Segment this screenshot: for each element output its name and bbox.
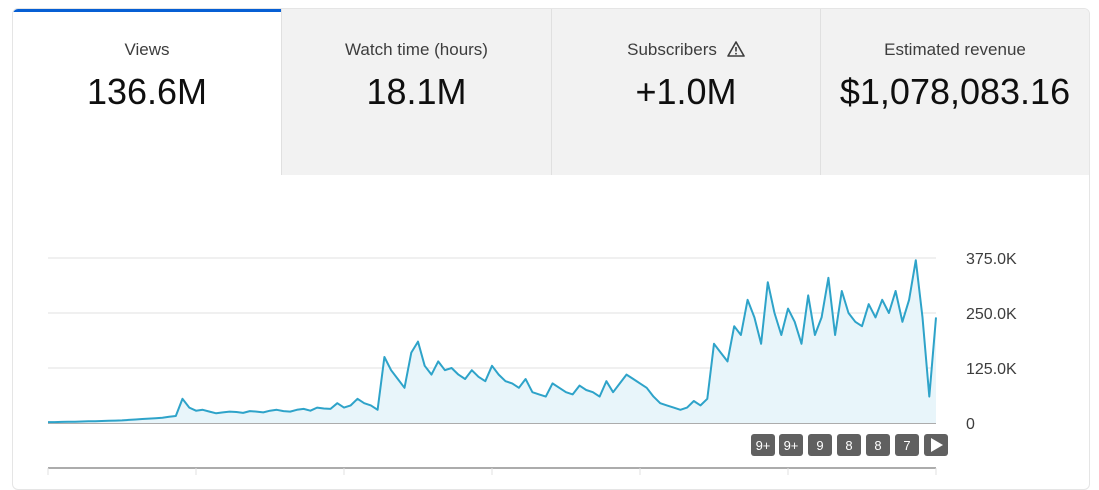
annotation-label: 9+ xyxy=(784,438,799,453)
tab-subscribers[interactable]: Subscribers +1.0M xyxy=(551,9,820,175)
annotation-box xyxy=(808,434,832,456)
tab-label-row: Subscribers xyxy=(552,40,820,62)
annotation-box xyxy=(837,434,861,456)
active-tab-indicator xyxy=(13,9,281,12)
annotation-label: 7 xyxy=(903,438,910,453)
play-icon[interactable] xyxy=(924,434,948,456)
series-area xyxy=(48,260,936,423)
annotation-label: 9 xyxy=(816,438,823,453)
series-line xyxy=(48,259,937,424)
annotation-marker[interactable]: 7 xyxy=(895,434,919,456)
y-tick-label: 250.0K xyxy=(966,306,1017,323)
annotation-label: 8 xyxy=(874,438,881,453)
annotation-marker[interactable]: 8 xyxy=(866,434,890,456)
tab-estimated-revenue[interactable]: Estimated revenue $1,078,083.16 xyxy=(820,9,1089,175)
tab-value: $1,078,083.16 xyxy=(839,71,1071,112)
y-tick-label: 375.0K xyxy=(966,251,1017,268)
annotation-marker[interactable]: 9+ xyxy=(779,434,803,456)
tab-label: Estimated revenue xyxy=(884,40,1026,59)
annotation-box xyxy=(779,434,803,456)
tab-watch-time[interactable]: Watch time (hours) 18.1M xyxy=(281,9,551,175)
tab-value: +1.0M xyxy=(635,71,737,112)
y-tick-label: 125.0K xyxy=(966,361,1017,378)
tab-label: Watch time (hours) xyxy=(345,40,488,59)
views-chart[interactable]: 375.0K 250.0K 125.0K 0 9+ 9+ 9 8 8 7 xyxy=(0,0,1099,475)
annotation-marker[interactable]: 9+ xyxy=(751,434,775,456)
chart-area: 375.0K 250.0K 125.0K 0 9+ 9+ 9 8 8 7 xyxy=(0,0,1099,475)
annotation-box xyxy=(751,434,775,456)
tab-label: Views xyxy=(124,40,170,59)
annotation-box xyxy=(895,434,919,456)
play-triangle xyxy=(931,438,943,452)
annotation-box xyxy=(866,434,890,456)
annotation-marker[interactable]: 8 xyxy=(837,434,861,456)
tab-label: Subscribers xyxy=(627,40,717,59)
tab-value: 18.1M xyxy=(366,71,467,112)
tab-views[interactable]: Views 136.6M xyxy=(13,9,281,175)
annotation-label: 9+ xyxy=(756,438,771,453)
tab-value: 136.6M xyxy=(86,71,208,112)
annotation-marker[interactable]: 9 xyxy=(808,434,832,456)
y-tick-label: 0 xyxy=(966,416,975,433)
warning-icon[interactable] xyxy=(727,41,745,62)
annotation-label: 8 xyxy=(845,438,852,453)
metric-tabs: Views 136.6M Watch time (hours) 18.1M Su… xyxy=(13,9,1089,175)
